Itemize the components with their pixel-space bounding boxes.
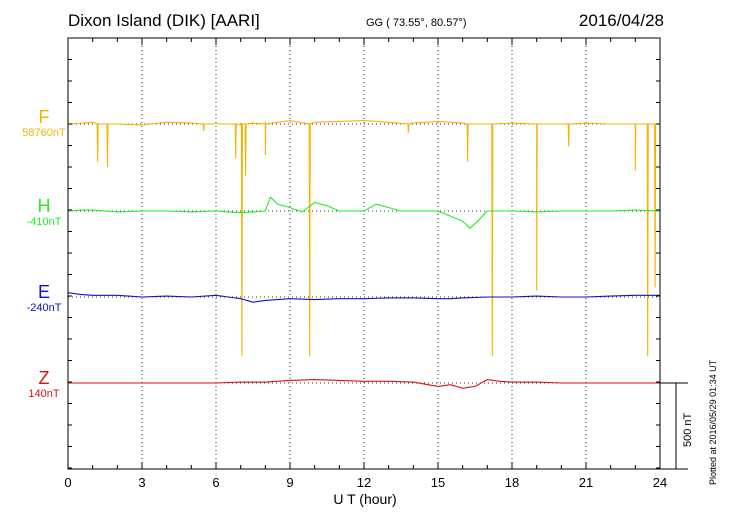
x-tick-label: 15	[431, 475, 445, 490]
x-tick-label: 24	[653, 475, 667, 490]
x-tick-label: 18	[505, 475, 519, 490]
component-baseline: 140nT	[28, 388, 60, 400]
component-label-z: Z 140nT	[10, 369, 78, 401]
x-axis-title-text: U T (hour)	[333, 491, 397, 507]
plot-date: 2016/04/28	[578, 11, 664, 30]
x-tick-label: 12	[357, 475, 371, 490]
x-tick-label: 3	[138, 475, 145, 490]
component-label-f: F 58760nT	[10, 108, 78, 140]
series-line-h	[67, 196, 661, 229]
scale-bar-label: 500 nT	[682, 412, 694, 447]
component-letter: H	[37, 196, 51, 216]
component-letter: Z	[38, 368, 50, 388]
x-tick-label: 6	[212, 475, 219, 490]
x-tick-label: 0	[64, 475, 71, 490]
component-baseline: -410nT	[26, 216, 62, 228]
x-axis-title: U T (hour)	[0, 491, 730, 507]
component-letter: F	[38, 107, 50, 127]
series-line-e	[67, 292, 660, 303]
component-baseline: -240nT	[26, 302, 62, 314]
series-line-f	[67, 120, 660, 357]
component-letter: E	[37, 282, 50, 302]
geographic-coordinates: GG ( 73.55°, 80.57°)	[366, 17, 467, 29]
component-label-h: H -410nT	[10, 197, 78, 229]
station-title: Dixon Island (DIK) [AARI]	[68, 11, 260, 30]
series-line-z	[68, 379, 660, 389]
component-label-e: E -240nT	[10, 283, 78, 315]
component-baseline: 58760nT	[22, 127, 66, 139]
x-tick-label: 9	[286, 475, 293, 490]
plotted-timestamp: Plotted at 2016/05/29 01:34 UT	[708, 359, 718, 485]
x-tick-label: 21	[579, 475, 593, 490]
